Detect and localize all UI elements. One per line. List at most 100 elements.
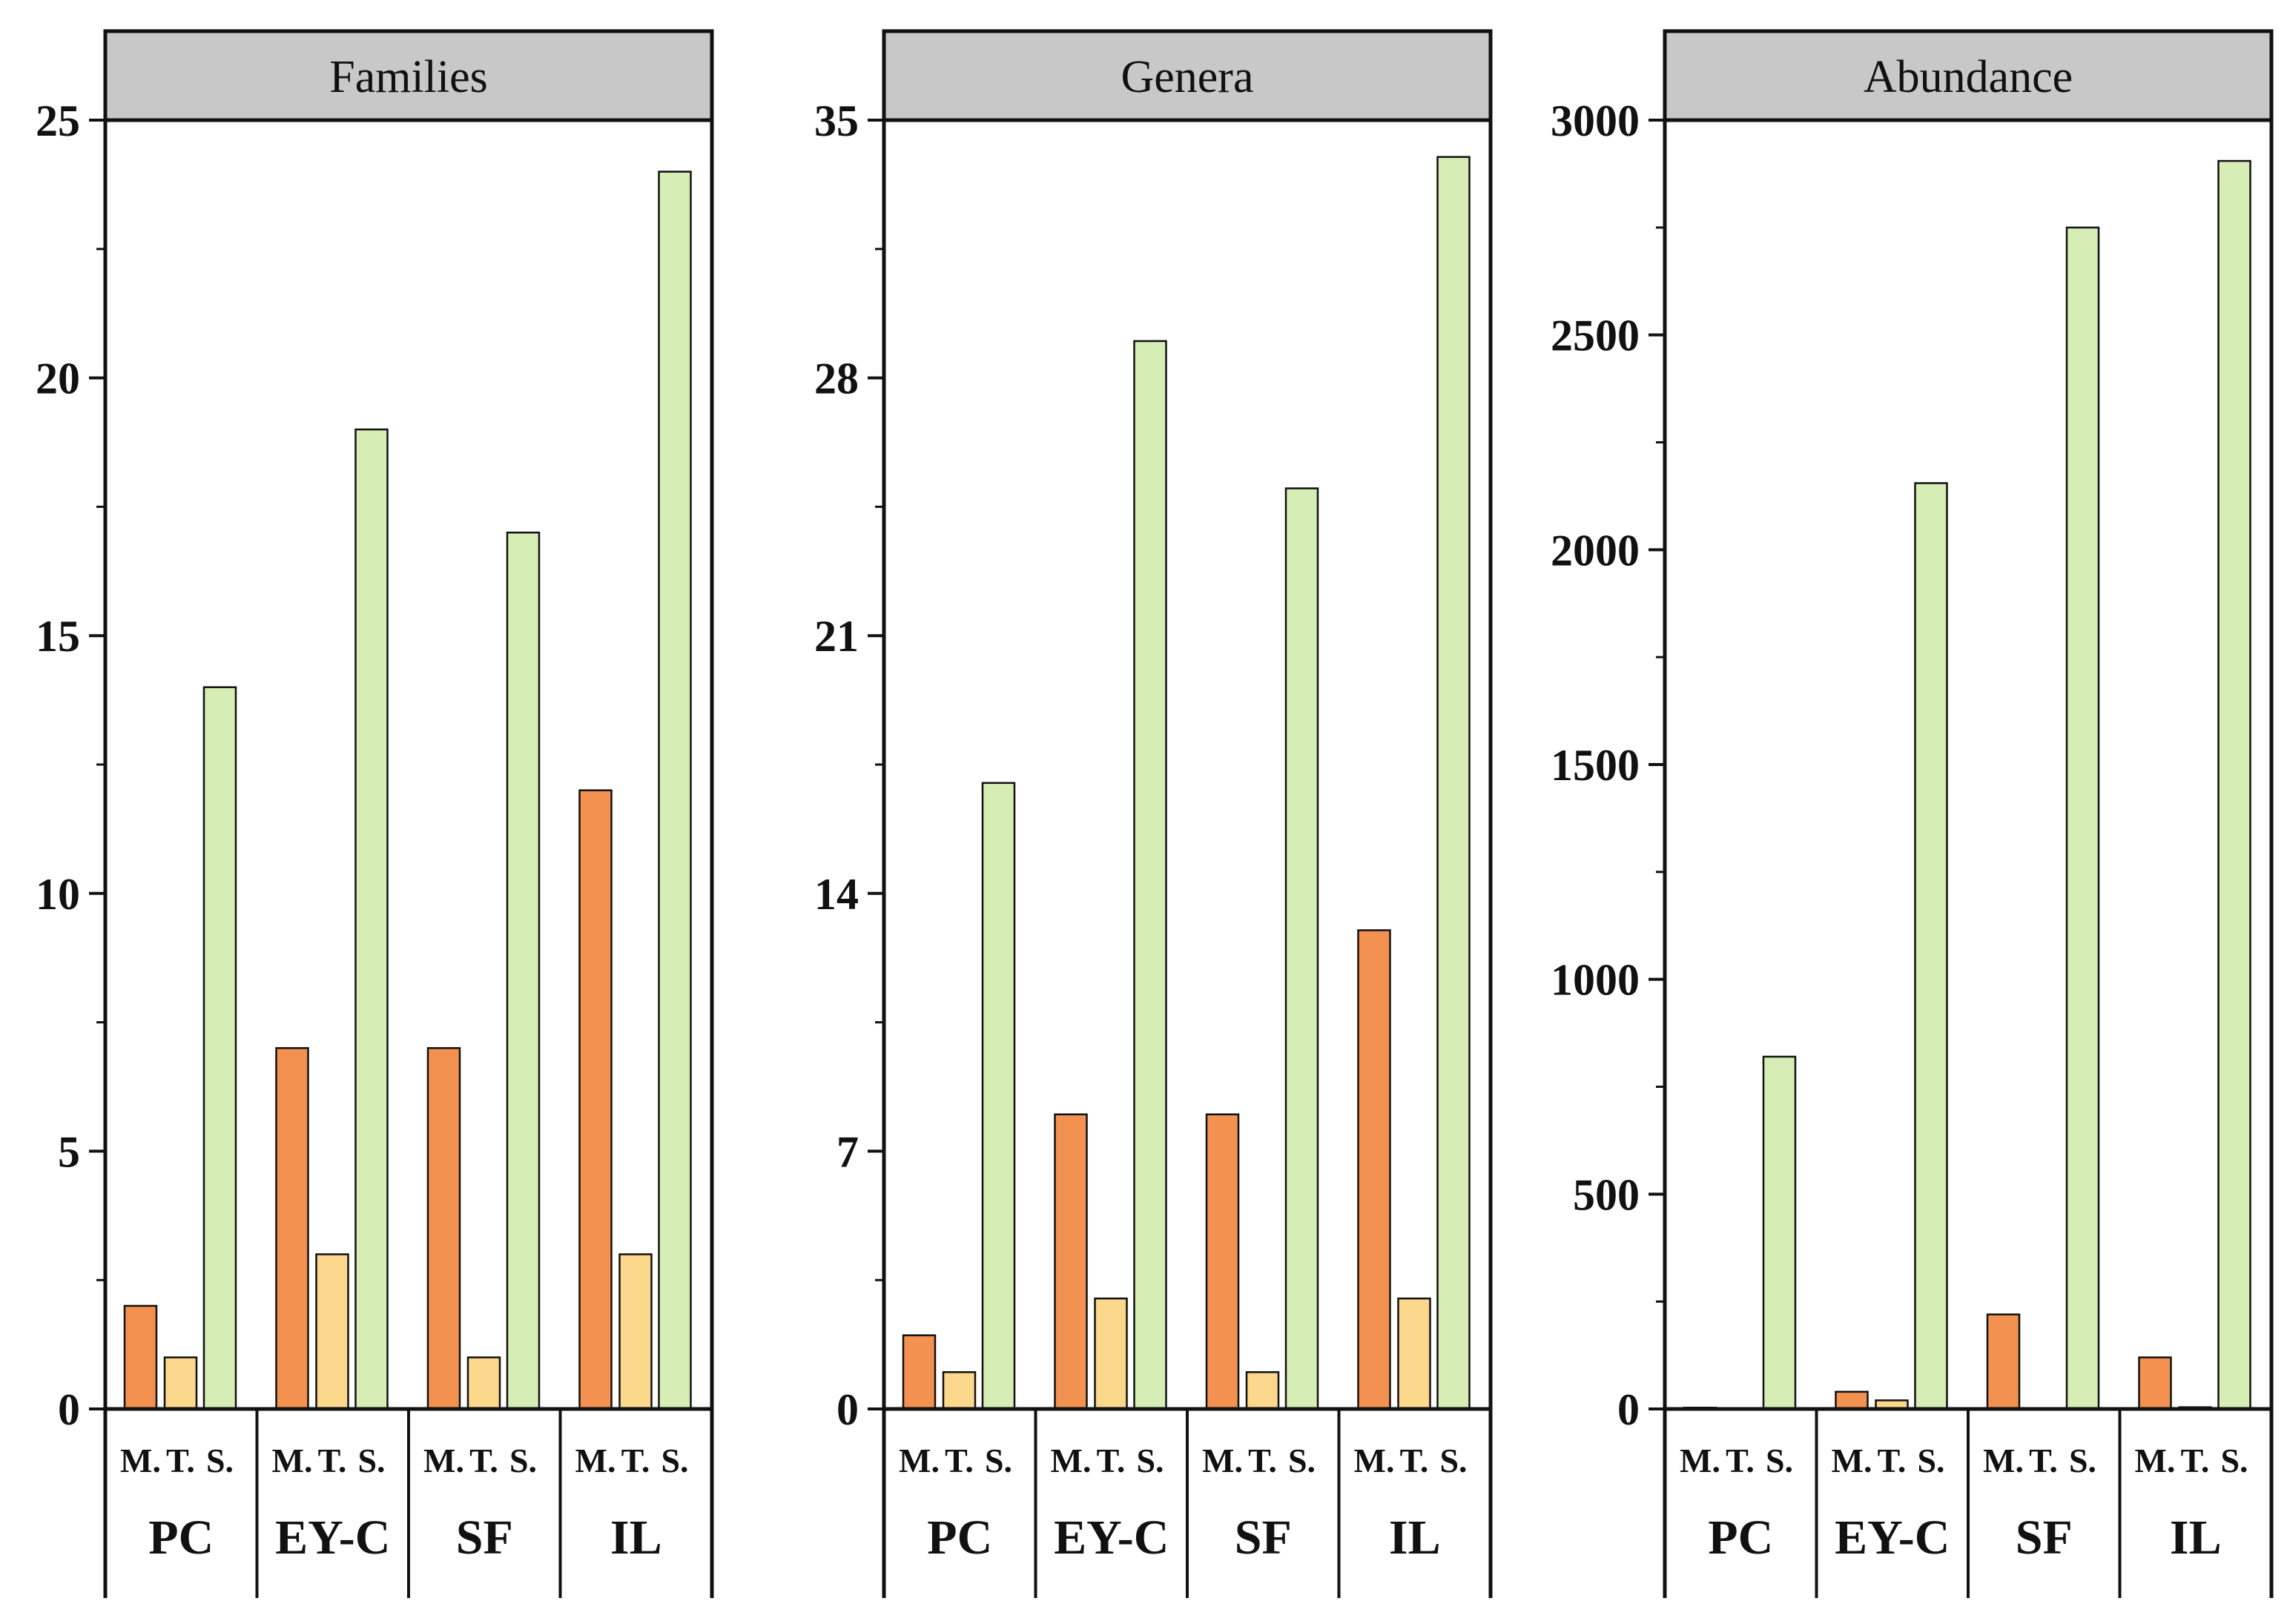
y-tick-label: 15 [36,612,80,661]
y-tick-label: 35 [814,96,859,145]
category-label-ey-c: EY-C [1054,1511,1169,1565]
category-label-il: IL [1389,1511,1441,1565]
sub-category-label: S. [985,1442,1012,1479]
y-tick-label: 28 [814,354,859,403]
panel-header [103,29,714,122]
y-tick-label: 14 [814,870,859,919]
y-tick-label: 0 [1617,1385,1640,1434]
bar-sf-t [466,1356,501,1410]
bar-sf-s [2065,226,2100,1410]
sub-category-label: T. [469,1442,498,1479]
bar-sf-m [426,1047,461,1410]
sub-category-label: M. [1354,1442,1395,1479]
panel-title: Families [329,52,488,102]
bar-pc-t [163,1356,198,1410]
y-tick-label: 1000 [1551,956,1640,1005]
bar-ey-c-m [1835,1390,1869,1410]
sub-category-label: T. [945,1442,974,1479]
panel-header [882,29,1493,122]
sub-category-label: M. [423,1442,464,1479]
bar-pc-m [123,1304,158,1410]
bar-pc-m [902,1334,937,1410]
category-label-pc: PC [148,1511,214,1565]
sub-category-label: T. [2181,1442,2210,1479]
panel-title: Abundance [1864,52,2073,102]
category-label-pc: PC [1708,1511,1773,1565]
bar-pc-t [942,1371,977,1410]
bar-il-t [1397,1297,1431,1410]
bar-il-m [2138,1356,2172,1410]
bar-il-s [2217,159,2251,1410]
y-tick-label: 2500 [1551,311,1640,360]
sub-category-label: M. [1202,1442,1243,1479]
y-tick-label: 10 [36,870,80,919]
sub-category-label: T. [621,1442,650,1479]
sub-category-label: M. [1680,1442,1720,1479]
bar-sf-t [1245,1371,1280,1410]
bar-il-m [578,789,613,1410]
category-label-ey-c: EY-C [1835,1511,1950,1565]
category-label-ey-c: EY-C [275,1511,390,1565]
sub-category-label: S. [2069,1442,2096,1479]
sub-category-label: M. [1832,1442,1872,1479]
bar-ey-c-s [1133,340,1167,1410]
y-tick-label: 0 [836,1385,859,1434]
bar-il-m [1357,929,1391,1410]
bar-pc-s [981,782,1016,1410]
bar-ey-c-t [315,1253,349,1410]
sub-category-label: S. [2220,1442,2248,1479]
category-label-pc: PC [927,1511,992,1565]
y-tick-label: 1500 [1551,741,1640,790]
sub-category-label: T. [1400,1442,1429,1479]
y-tick-label: 3000 [1551,96,1640,145]
bar-sf-m [1205,1113,1240,1410]
bar-il-s [658,171,692,1410]
sub-category-label: T. [1878,1442,1907,1479]
sub-category-label: S. [206,1442,234,1479]
sub-category-label: T. [1097,1442,1126,1479]
sub-category-label: S. [509,1442,537,1479]
sub-category-label: S. [1136,1442,1164,1479]
y-tick-label: 2000 [1551,526,1640,575]
bar-ey-c-m [275,1047,309,1410]
sub-category-label: T. [166,1442,195,1479]
sub-category-label: M. [272,1442,313,1479]
bar-sf-s [506,531,541,1410]
category-label-il: IL [610,1511,662,1565]
panel-header [1663,29,2274,122]
bar-il-t [618,1253,653,1410]
y-tick-label: 5 [58,1127,80,1176]
y-tick-label: 20 [36,354,80,403]
sub-category-label: M. [2135,1442,2176,1479]
bar-pc-s [202,686,237,1410]
y-tick-label: 0 [58,1385,80,1434]
sub-category-label: S. [1917,1442,1944,1479]
sub-category-label: S. [1288,1442,1316,1479]
sub-category-label: M. [1983,1442,2024,1479]
category-label-sf: SF [2016,1511,2073,1565]
bar-pc-s [1762,1055,1797,1410]
bar-ey-c-s [354,428,389,1410]
sub-category-label: T. [1248,1442,1277,1479]
sub-category-label: M. [899,1442,940,1479]
sub-category-label: S. [1439,1442,1467,1479]
sub-category-label: M. [575,1442,616,1479]
sub-category-label: S. [661,1442,688,1479]
sub-category-label: M. [120,1442,161,1479]
y-tick-label: 25 [36,96,80,145]
bar-ey-c-s [1914,482,1948,1410]
sub-category-label: T. [2029,1442,2058,1479]
y-tick-label: 7 [836,1127,859,1176]
sub-category-label: T. [1726,1442,1755,1479]
category-label-sf: SF [1235,1511,1292,1565]
bar-il-s [1436,156,1471,1410]
sub-category-label: M. [1051,1442,1092,1479]
bar-ey-c-m [1054,1113,1088,1410]
category-label-sf: SF [456,1511,513,1565]
panel-title: Genera [1121,52,1254,102]
bar-ey-c-t [1094,1297,1128,1410]
